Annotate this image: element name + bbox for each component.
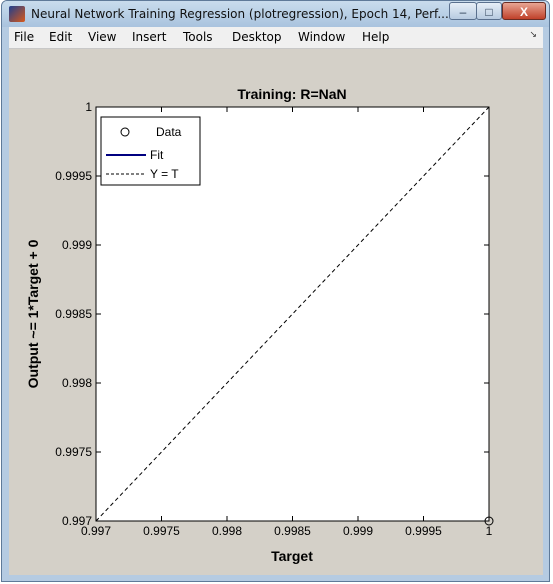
data-point [484, 516, 494, 526]
legend-data-marker [120, 127, 130, 137]
maximize-button[interactable]: □ [476, 2, 502, 20]
menu-desktop[interactable]: Desktop [232, 30, 282, 44]
regression-plot: 0.997 0.9975 0.998 0.9985 0.999 0.9995 1 0.997… [25, 86, 494, 564]
y-axis-title: Output ~= 1*Target + 0 [25, 239, 41, 388]
dock-arrow-icon[interactable]: ↘ [529, 30, 537, 40]
minimize-button[interactable]: – [449, 2, 477, 20]
menu-file[interactable]: File [14, 30, 35, 44]
menu-help[interactable]: Help [362, 30, 390, 44]
x-ticks: 0.997 0.9975 0.998 0.9985 0.999 0.9995 1 [81, 107, 493, 538]
menu-insert[interactable]: Insert [132, 30, 167, 44]
legend-data-label: Data [156, 125, 182, 139]
window-title: Neural Network Training Regression (plot… [31, 7, 449, 21]
menu-view[interactable]: View [88, 30, 117, 44]
close-button[interactable]: X [502, 2, 546, 20]
legend-fit-label: Fit [150, 148, 164, 162]
menu-tools[interactable]: Tools [183, 30, 213, 44]
y-tick-label: 0.999 [62, 238, 92, 252]
y-tick-label: 1 [85, 100, 92, 114]
x-axis-title: Target [271, 548, 313, 564]
figure-canvas: 0.997 0.9975 0.998 0.9985 0.999 0.9995 1 0.997… [9, 49, 543, 575]
matlab-icon [9, 6, 25, 22]
x-tick-label: 1 [486, 524, 493, 538]
x-tick-label: 0.9985 [274, 524, 311, 538]
menu-edit[interactable]: Edit [49, 30, 73, 44]
x-tick-label: 0.9975 [143, 524, 180, 538]
y-tick-label: 0.9985 [55, 307, 92, 321]
y-tick-label: 0.9975 [55, 445, 92, 459]
y-ticks: 0.997 0.9975 0.998 0.9985 0.999 0.9995 1 [55, 100, 489, 528]
x-tick-label: 0.998 [212, 524, 242, 538]
x-tick-label: 0.999 [343, 524, 373, 538]
menu-window[interactable]: Window [298, 30, 346, 44]
y-tick-label: 0.9995 [55, 169, 92, 183]
data-markers [484, 516, 494, 526]
legend: Data Fit Y = T [100, 116, 201, 186]
menu-bar: File Edit View Insert Tools Desktop Wind… [9, 27, 543, 49]
x-tick-label: 0.997 [81, 524, 111, 538]
plot-title: Training: R=NaN [237, 86, 346, 102]
y-tick-label: 0.998 [62, 376, 92, 390]
x-tick-label: 0.9995 [405, 524, 442, 538]
y-tick-label: 0.997 [62, 514, 92, 528]
title-bar[interactable]: Neural Network Training Regression (plot… [2, 1, 549, 27]
legend-identity-label: Y = T [150, 167, 179, 181]
